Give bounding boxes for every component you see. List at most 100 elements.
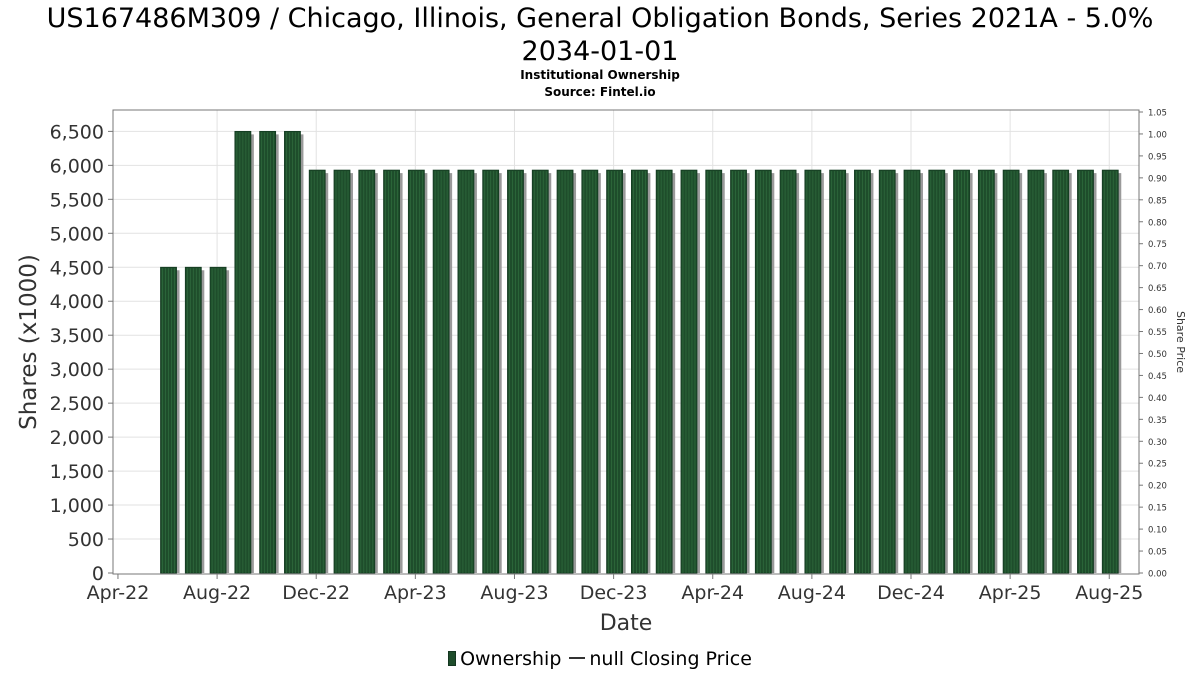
y2-tick-label: 1.05 bbox=[1148, 109, 1167, 119]
y2-tick-label: 0.40 bbox=[1148, 394, 1167, 404]
y-tick-label: 4,000 bbox=[50, 291, 104, 313]
y2-tick-label: 0.75 bbox=[1148, 240, 1167, 250]
ownership-bar bbox=[1077, 169, 1097, 574]
ownership-bar bbox=[903, 169, 923, 574]
ownership-bar bbox=[854, 169, 874, 574]
ownership-bar bbox=[754, 169, 775, 574]
x-tick-label: Dec-24 bbox=[877, 582, 945, 604]
ownership-bar bbox=[284, 130, 304, 574]
ownership-bar bbox=[953, 169, 973, 574]
y-axis-ticks: 0 500 1,000 1,500 2,000 2,500 3,000 3,500 4,000 4… bbox=[50, 121, 113, 585]
ownership-bar bbox=[804, 169, 824, 574]
ownership-bar bbox=[1101, 169, 1122, 574]
ownership-bar bbox=[977, 169, 998, 574]
y-tick-label: 5,500 bbox=[50, 189, 104, 211]
ownership-bar bbox=[383, 169, 403, 574]
x-tick-label: Aug-24 bbox=[778, 582, 846, 604]
y-tick-label: 0 bbox=[92, 563, 104, 585]
y-tick-label: 3,500 bbox=[50, 325, 104, 347]
chart-subtitle: Institutional Ownership bbox=[520, 68, 680, 82]
ownership-bar bbox=[308, 169, 329, 574]
x-tick-label: Apr-25 bbox=[979, 582, 1042, 604]
y-tick-label: 1,000 bbox=[50, 495, 104, 517]
y2-tick-label: 0.55 bbox=[1148, 328, 1167, 338]
ownership-bar bbox=[184, 266, 205, 574]
y-tick-label: 6,500 bbox=[50, 121, 104, 143]
y2-tick-label: 0.35 bbox=[1148, 416, 1167, 426]
y-tick-label: 6,000 bbox=[50, 155, 104, 177]
bar-series-ownership bbox=[160, 130, 1122, 574]
y2-tick-label: 1.00 bbox=[1148, 130, 1167, 140]
plot-area bbox=[112, 109, 1140, 575]
ownership-bar bbox=[829, 169, 849, 574]
ownership-bar bbox=[160, 266, 180, 574]
y2-tick-label: 0.05 bbox=[1148, 548, 1167, 558]
ownership-chart: 0 500 1,000 1,500 2,000 2,500 3,000 3,500 4,000 4… bbox=[16, 109, 1187, 637]
ownership-bar bbox=[655, 169, 676, 574]
ownership-bar bbox=[358, 169, 378, 574]
y-tick-label: 4,500 bbox=[50, 257, 104, 279]
ownership-bar bbox=[878, 169, 899, 574]
ownership-bar bbox=[1027, 169, 1047, 574]
chart-source: Source: Fintel.io bbox=[544, 85, 656, 99]
ownership-bar bbox=[779, 169, 800, 574]
y2-tick-label: 0.70 bbox=[1148, 262, 1167, 272]
chart-title-line1: US167486M309 / Chicago, Illinois, Genera… bbox=[46, 3, 1154, 34]
ownership-bar bbox=[407, 169, 428, 574]
y2-tick-label: 0.45 bbox=[1148, 372, 1167, 382]
x-axis-ticks: Apr-22 Aug-22 Dec-22 Apr-23 Aug-23 Dec-23 Apr-… bbox=[87, 574, 1143, 604]
y2-axis-label: Share Price bbox=[1174, 311, 1187, 373]
chart-title-line2: 2034-01-01 bbox=[521, 36, 679, 67]
ownership-bar bbox=[680, 169, 700, 574]
ownership-bar bbox=[209, 266, 230, 574]
x-tick-label: Aug-25 bbox=[1075, 582, 1143, 604]
y2-tick-label: 0.10 bbox=[1148, 526, 1167, 536]
y-tick-label: 2,000 bbox=[50, 427, 104, 449]
y-axis-label: Shares (x1000) bbox=[16, 254, 42, 430]
y2-tick-label: 0.30 bbox=[1148, 438, 1167, 448]
y2-tick-label: 0.60 bbox=[1148, 306, 1167, 316]
x-tick-label: Dec-22 bbox=[282, 582, 350, 604]
y2-tick-label: 0.80 bbox=[1148, 218, 1167, 228]
y2-tick-label: 0.65 bbox=[1148, 284, 1167, 294]
legend-label-price: null Closing Price bbox=[589, 648, 752, 670]
legend: Ownership null Closing Price bbox=[0, 648, 1200, 670]
ownership-bar bbox=[556, 169, 577, 574]
ownership-bar bbox=[234, 130, 254, 574]
ownership-bar bbox=[259, 130, 279, 574]
legend-swatch-price bbox=[569, 657, 586, 659]
y2-tick-label: 0.50 bbox=[1148, 350, 1167, 360]
y-tick-label: 2,500 bbox=[50, 393, 104, 415]
ownership-bar bbox=[432, 169, 453, 574]
legend-label-ownership: Ownership bbox=[460, 648, 562, 670]
ownership-bar bbox=[606, 169, 626, 574]
y2-axis-ticks: 0.00 0.05 0.10 0.15 0.20 0.25 0.30 0.35 0.40 0.45… bbox=[1139, 109, 1167, 580]
legend-swatch-ownership bbox=[448, 651, 457, 666]
y-tick-label: 5,000 bbox=[50, 223, 104, 245]
y2-tick-label: 0.85 bbox=[1148, 196, 1167, 206]
y2-tick-label: 0.15 bbox=[1148, 504, 1167, 514]
ownership-bar bbox=[1002, 169, 1023, 574]
x-axis-label: Date bbox=[600, 611, 653, 636]
x-tick-label: Apr-23 bbox=[384, 582, 447, 604]
ownership-bar bbox=[333, 169, 353, 574]
ownership-bar bbox=[507, 169, 527, 574]
y-tick-label: 1,500 bbox=[50, 461, 104, 483]
ownership-bar bbox=[928, 169, 948, 574]
ownership-bar bbox=[730, 169, 750, 574]
y2-tick-label: 0.20 bbox=[1148, 482, 1167, 492]
x-tick-label: Apr-24 bbox=[681, 582, 744, 604]
y2-tick-label: 0.90 bbox=[1148, 174, 1167, 184]
x-tick-label: Apr-22 bbox=[87, 582, 150, 604]
ownership-bar bbox=[581, 169, 601, 574]
ownership-bar bbox=[457, 169, 477, 574]
y-tick-label: 3,000 bbox=[50, 359, 104, 381]
y-tick-label: 500 bbox=[68, 529, 104, 551]
ownership-bar bbox=[705, 169, 725, 574]
y2-tick-label: 0.95 bbox=[1148, 152, 1167, 162]
ownership-bar bbox=[531, 169, 552, 574]
ownership-bar bbox=[630, 169, 651, 574]
x-tick-label: Dec-23 bbox=[580, 582, 648, 604]
x-tick-label: Aug-23 bbox=[480, 582, 548, 604]
y2-tick-label: 0.00 bbox=[1148, 570, 1167, 580]
